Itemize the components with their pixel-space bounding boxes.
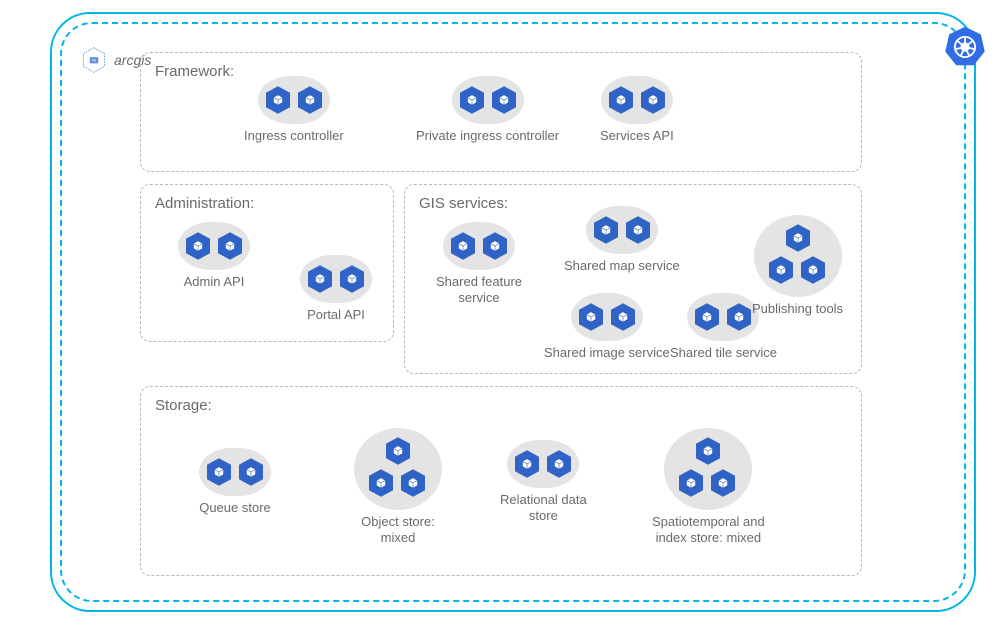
cube-icon bbox=[398, 468, 430, 500]
cube-icon bbox=[366, 468, 398, 500]
section-title-storage: Storage: bbox=[155, 397, 847, 414]
pod-label: Services API bbox=[600, 128, 674, 144]
pod-bubble bbox=[664, 428, 752, 510]
pod-label: Publishing tools bbox=[752, 301, 843, 317]
pod-framework-1: Private ingress controller bbox=[416, 76, 559, 144]
cube-icon bbox=[692, 302, 722, 332]
cube-icon bbox=[606, 85, 636, 115]
cube-icon bbox=[305, 264, 335, 294]
pod-bubble bbox=[571, 293, 643, 341]
pod-bubble bbox=[754, 215, 842, 297]
cube-icon bbox=[693, 436, 725, 468]
pod-framework-2: Services API bbox=[600, 76, 674, 144]
cube-icon bbox=[576, 302, 606, 332]
pod-label: Shared tile service bbox=[670, 345, 777, 361]
pod-bubble bbox=[178, 222, 250, 270]
pod-storage-3: Spatiotemporal and index store: mixed bbox=[652, 428, 765, 545]
cube-icon bbox=[783, 223, 815, 255]
cube-icon bbox=[215, 231, 245, 261]
pod-administration-0: Admin API bbox=[178, 222, 250, 290]
pod-label: Admin API bbox=[184, 274, 245, 290]
pod-label: Ingress controller bbox=[244, 128, 344, 144]
cube-icon bbox=[623, 215, 653, 245]
pod-framework-0: Ingress controller bbox=[244, 76, 344, 144]
pod-label: Queue store bbox=[199, 500, 271, 516]
cube-icon bbox=[724, 302, 754, 332]
pod-gis-1: Shared map service bbox=[564, 206, 680, 274]
pod-gis-2: Shared image service bbox=[544, 293, 670, 361]
pod-storage-2: Relational data store bbox=[500, 440, 587, 523]
pod-label: Shared map service bbox=[564, 258, 680, 274]
pod-bubble bbox=[601, 76, 673, 124]
cube-icon bbox=[337, 264, 367, 294]
pod-gis-4: Publishing tools bbox=[752, 215, 843, 317]
section-title-administration: Administration: bbox=[155, 195, 379, 212]
pod-bubble bbox=[258, 76, 330, 124]
namespace-icon: ns bbox=[80, 46, 108, 74]
pod-bubble bbox=[354, 428, 442, 510]
pod-label: Shared image service bbox=[544, 345, 670, 361]
pod-bubble bbox=[199, 448, 271, 496]
cube-icon bbox=[295, 85, 325, 115]
pod-bubble bbox=[507, 440, 579, 488]
cube-icon bbox=[591, 215, 621, 245]
cube-icon bbox=[448, 231, 478, 261]
cube-icon bbox=[608, 302, 638, 332]
pod-bubble bbox=[443, 222, 515, 270]
cube-icon bbox=[204, 457, 234, 487]
pod-bubble bbox=[452, 76, 524, 124]
pod-label: Portal API bbox=[307, 307, 365, 323]
cube-icon bbox=[638, 85, 668, 115]
pod-storage-1: Object store: mixed bbox=[354, 428, 442, 545]
svg-text:ns: ns bbox=[92, 58, 97, 63]
pod-bubble bbox=[586, 206, 658, 254]
cube-icon bbox=[457, 85, 487, 115]
cube-icon bbox=[383, 436, 415, 468]
cube-icon bbox=[544, 449, 574, 479]
pod-administration-1: Portal API bbox=[300, 255, 372, 323]
pod-label: Spatiotemporal and index store: mixed bbox=[652, 514, 765, 545]
pod-label: Object store: mixed bbox=[361, 514, 435, 545]
pod-gis-0: Shared feature service bbox=[436, 222, 522, 305]
pod-bubble bbox=[687, 293, 759, 341]
pod-label: Private ingress controller bbox=[416, 128, 559, 144]
cube-icon bbox=[263, 85, 293, 115]
cube-icon bbox=[480, 231, 510, 261]
cube-icon bbox=[489, 85, 519, 115]
cube-icon bbox=[798, 255, 830, 287]
cube-icon bbox=[512, 449, 542, 479]
cube-icon bbox=[676, 468, 708, 500]
pod-label: Relational data store bbox=[500, 492, 587, 523]
kubernetes-icon bbox=[942, 24, 988, 70]
cube-icon bbox=[708, 468, 740, 500]
pod-storage-0: Queue store bbox=[199, 448, 271, 516]
pod-bubble bbox=[300, 255, 372, 303]
cube-icon bbox=[236, 457, 266, 487]
pod-label: Shared feature service bbox=[436, 274, 522, 305]
cube-icon bbox=[183, 231, 213, 261]
cube-icon bbox=[766, 255, 798, 287]
